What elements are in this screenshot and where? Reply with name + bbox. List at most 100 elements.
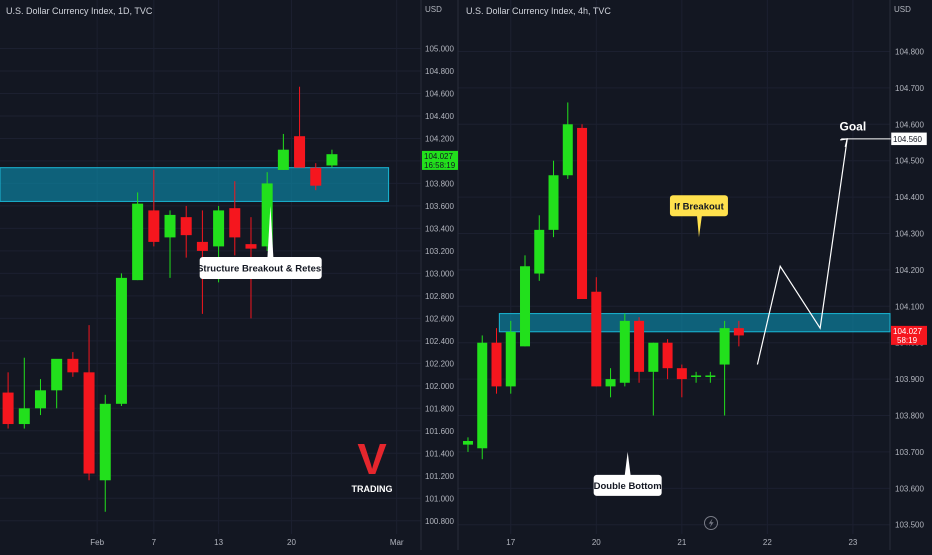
daily-candle[interactable] xyxy=(115,273,127,407)
daily-breakout-zone[interactable] xyxy=(0,167,390,202)
daily-candle[interactable] xyxy=(164,210,176,278)
double-bottom-pointer xyxy=(624,451,631,476)
4h-candle[interactable] xyxy=(462,437,473,452)
candle-body xyxy=(67,358,79,373)
daily-y-tick-labels: 105.000 104.800 104.600 104.400 104.200 104.0… xyxy=(425,44,454,525)
candle-body xyxy=(164,214,176,238)
candle-body xyxy=(196,241,208,251)
double-bottom-label-box[interactable] xyxy=(593,474,662,496)
daily-y-tick-label: 102.800 xyxy=(425,292,454,301)
4h-resistance-zone[interactable] xyxy=(498,313,891,333)
4h-chart[interactable]: U.S. Dollar Currency Index, 4h, TVC Goal… xyxy=(462,5,928,547)
4h-candle[interactable] xyxy=(634,317,645,383)
4h-last-price-box xyxy=(891,325,927,345)
4h-candle[interactable] xyxy=(577,124,588,300)
lightning-icon[interactable] xyxy=(704,516,718,530)
4h-candle[interactable] xyxy=(477,335,488,460)
4h-y-tick-label: 104.200 xyxy=(895,266,924,275)
daily-candle[interactable] xyxy=(83,325,95,481)
candle-body xyxy=(676,368,687,380)
daily-chart[interactable]: U.S. Dollar Currency Index, 1D, TVC Stru… xyxy=(0,5,458,547)
4h-candle[interactable] xyxy=(505,320,516,394)
daily-y-tick-label: 103.800 xyxy=(425,179,454,188)
candle-body xyxy=(229,208,241,238)
4h-candle[interactable] xyxy=(676,364,687,398)
candle-body xyxy=(18,408,30,425)
daily-y-tick-label: 101.000 xyxy=(425,494,454,503)
daily-candle[interactable] xyxy=(99,394,111,512)
4h-y-tick-label: 104.400 xyxy=(895,193,924,202)
4h-y-tick-label: 103.700 xyxy=(895,448,924,457)
candle-body xyxy=(634,320,645,372)
daily-candle[interactable] xyxy=(310,163,322,191)
daily-candle[interactable] xyxy=(51,358,63,409)
candle-body xyxy=(213,210,225,247)
4h-candle[interactable] xyxy=(520,255,531,347)
logo-v-glyph: V xyxy=(357,435,387,484)
4h-candle[interactable] xyxy=(691,371,702,383)
daily-x-tick-label: 7 xyxy=(152,538,157,547)
daily-candle[interactable] xyxy=(18,357,30,429)
4h-candle[interactable] xyxy=(562,102,573,179)
daily-candle[interactable] xyxy=(326,149,338,168)
structure-breakout-label-box[interactable] xyxy=(199,257,322,279)
candle-body xyxy=(591,291,602,387)
daily-candle[interactable] xyxy=(34,379,46,416)
daily-last-price-tag: 104.027 16:58:19 xyxy=(422,150,458,170)
4h-candle[interactable] xyxy=(591,277,602,387)
projection-path[interactable] xyxy=(756,138,848,365)
4h-candle[interactable] xyxy=(648,342,659,416)
4h-candle[interactable] xyxy=(705,371,716,383)
daily-candle-timer: 16:58:19 xyxy=(424,161,456,170)
4h-candle[interactable] xyxy=(491,328,502,394)
4h-y-tick-label: 103.600 xyxy=(895,484,924,493)
daily-y-tick-label: 105.000 xyxy=(425,44,454,53)
4h-axis-unit: USD xyxy=(894,5,911,14)
4h-candle[interactable] xyxy=(662,339,673,380)
daily-y-tick-label: 104.200 xyxy=(425,134,454,143)
candle-body xyxy=(562,124,573,176)
structure-breakout-label: Structure Breakout & Retest xyxy=(197,264,325,275)
4h-candle[interactable] xyxy=(619,313,630,387)
candle-body xyxy=(548,175,559,230)
daily-candle[interactable] xyxy=(277,133,289,170)
daily-y-tick-label: 103.400 xyxy=(425,224,454,233)
daily-axis-unit: USD xyxy=(425,5,442,14)
daily-candle[interactable] xyxy=(148,169,160,247)
daily-y-tick-label: 102.600 xyxy=(425,314,454,323)
daily-x-tick-label: Feb xyxy=(90,538,104,547)
4h-x-tick-label: 21 xyxy=(677,538,686,547)
4h-candle[interactable] xyxy=(548,160,559,238)
goal-price: 104.560 xyxy=(893,135,922,144)
candle-body xyxy=(310,167,322,186)
if-breakout-callout-box[interactable] xyxy=(669,195,728,217)
candle-body xyxy=(326,154,338,166)
daily-candle[interactable] xyxy=(229,181,241,256)
daily-candle[interactable] xyxy=(294,86,306,168)
candle-body xyxy=(577,127,588,300)
daily-candle[interactable] xyxy=(2,372,14,429)
4h-candle[interactable] xyxy=(534,215,545,281)
daily-candle[interactable] xyxy=(261,172,273,251)
candle-body xyxy=(115,277,127,404)
4h-y-tick-label: 104.600 xyxy=(895,120,924,129)
4h-x-tick-labels: 17 20 21 22 23 xyxy=(506,538,858,547)
4h-candle[interactable] xyxy=(733,320,744,347)
daily-y-tick-label: 100.800 xyxy=(425,517,454,526)
daily-candle[interactable] xyxy=(67,352,79,377)
daily-price-axis[interactable]: USD 105.000104.800104.600104.400104.2001… xyxy=(425,5,454,526)
4h-price-axis[interactable]: USD 104.800 104.700 104.600 104.500 104.400 1… xyxy=(894,5,924,530)
4h-y-tick-label: 104.100 xyxy=(895,302,924,311)
4h-candles xyxy=(462,102,744,460)
daily-candle[interactable] xyxy=(132,192,144,281)
double-bottom-label: Double Bottom xyxy=(594,481,662,492)
daily-y-tick-label: 102.400 xyxy=(425,337,454,346)
candle-body xyxy=(477,342,488,449)
daily-candle[interactable] xyxy=(180,205,192,258)
4h-candle[interactable] xyxy=(719,320,730,416)
daily-y-tick-label: 103.600 xyxy=(425,202,454,211)
4h-candle[interactable] xyxy=(605,368,616,398)
